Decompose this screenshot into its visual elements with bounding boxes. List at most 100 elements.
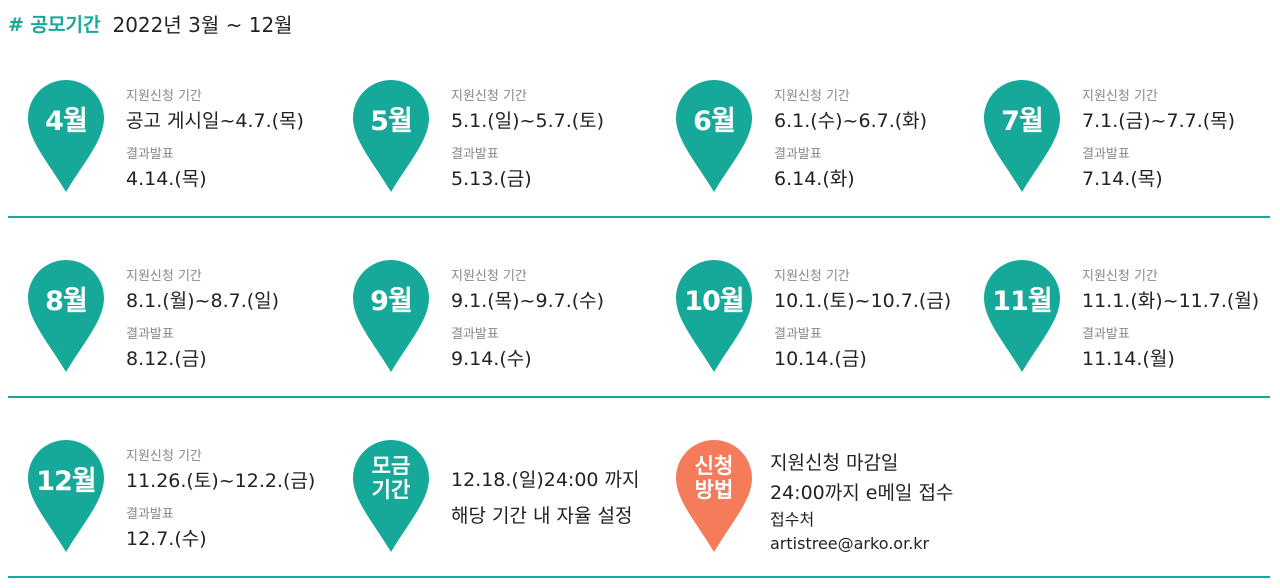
result-label: 결과발표 — [1082, 327, 1130, 342]
location-pin-icon — [984, 260, 1060, 372]
result-value: 12.7.(수) — [126, 528, 207, 550]
result-label: 결과발표 — [774, 147, 822, 162]
result-label: 결과발표 — [126, 147, 174, 162]
july-pin: 7월 — [984, 80, 1060, 192]
month-card-september: 9월 지원신청 기간 9.1.(목)~9.7.(수) 결과발표 9.14.(수) — [325, 218, 648, 398]
result-label: 결과발표 — [451, 327, 499, 342]
apply-period-label: 지원신청 기간 — [126, 449, 202, 464]
result-value: 9.14.(수) — [451, 348, 532, 370]
november-pin: 11월 — [984, 260, 1060, 372]
schedule-info: 지원신청 기간 7.1.(금)~7.7.(목) 결과발표 7.14.(목) — [1082, 88, 1235, 194]
location-pin-icon — [28, 260, 104, 372]
month-card-august: 8월 지원신청 기간 8.1.(월)~8.7.(일) 결과발표 8.12.(금) — [0, 218, 325, 398]
fundraising-deadline: 12.18.(일)24:00 까지 — [451, 469, 640, 491]
apply-period-value: 10.1.(토)~10.7.(금) — [774, 290, 952, 312]
row-divider — [8, 576, 1270, 578]
apply-method-info: 지원신청 마감일 24:00까지 e메일 접수 접수처 artistree@ar… — [770, 448, 953, 556]
schedule-row-1: 4월 지원신청 기간 공고 게시일~4.7.(목) 결과발표 4.14.(목) … — [0, 38, 1280, 218]
apply-period-label: 지원신청 기간 — [774, 89, 850, 104]
apply-period-label: 지원신청 기간 — [126, 269, 202, 284]
location-pin-icon — [353, 440, 429, 552]
schedule-info: 지원신청 기간 5.1.(일)~5.7.(토) 결과발표 5.13.(금) — [451, 88, 604, 194]
schedule-info: 지원신청 기간 11.1.(화)~11.7.(월) 결과발표 11.14.(월) — [1082, 268, 1259, 374]
pin-label: 모금 기간 — [371, 454, 411, 502]
june-pin: 6월 — [676, 80, 752, 192]
section-tag: # 공모기간 — [8, 13, 101, 36]
result-value: 5.13.(금) — [451, 168, 532, 190]
apply-period-value: 8.1.(월)~8.7.(일) — [126, 290, 280, 312]
period-text: 2022년 3월 ~ 12월 — [112, 12, 293, 37]
location-pin-icon — [676, 440, 752, 552]
result-label: 결과발표 — [451, 147, 499, 162]
result-value: 4.14.(목) — [126, 168, 207, 190]
schedule-info: 지원신청 기간 11.26.(토)~12.2.(금) 결과발표 12.7.(수) — [126, 448, 315, 554]
schedule-info: 지원신청 기간 6.1.(수)~6.7.(화) 결과발표 6.14.(화) — [774, 88, 927, 194]
apply-period-label: 지원신청 기간 — [126, 89, 202, 104]
apply-period-label: 지원신청 기간 — [1082, 269, 1158, 284]
location-pin-icon — [676, 80, 752, 192]
section-header: # 공모기간 2022년 3월 ~ 12월 — [8, 8, 293, 38]
pin-label: 12월 — [36, 465, 96, 497]
pin-label: 5월 — [370, 105, 413, 137]
result-value: 6.14.(화) — [774, 168, 855, 190]
pin-label: 7월 — [1001, 105, 1044, 137]
month-card-october: 10월 지원신청 기간 10.1.(토)~10.7.(금) 결과발표 10.14… — [648, 218, 956, 398]
pin-label: 6월 — [693, 105, 736, 137]
location-pin-icon — [28, 440, 104, 552]
apply-period-value: 5.1.(일)~5.7.(토) — [451, 110, 605, 132]
schedule-info: 지원신청 기간 8.1.(월)~8.7.(일) 결과발표 8.12.(금) — [126, 268, 279, 374]
apply-deadline-title: 지원신청 마감일 — [770, 452, 899, 474]
schedule-row-2: 8월 지원신청 기간 8.1.(월)~8.7.(일) 결과발표 8.12.(금)… — [0, 218, 1280, 398]
location-pin-icon — [28, 80, 104, 192]
schedule-info: 지원신청 기간 10.1.(토)~10.7.(금) 결과발표 10.14.(금) — [774, 268, 951, 374]
pin-label: 11월 — [992, 285, 1052, 317]
apply-period-value: 11.1.(화)~11.7.(월) — [1082, 290, 1260, 312]
fundraising-info: 12.18.(일)24:00 까지 해당 기간 내 자율 설정 — [451, 462, 640, 534]
fundraising-pin: 모금 기간 — [353, 440, 429, 552]
october-pin: 10월 — [676, 260, 752, 372]
apply-period-label: 지원신청 기간 — [774, 269, 850, 284]
result-label: 결과발표 — [126, 327, 174, 342]
result-label: 결과발표 — [1082, 147, 1130, 162]
result-value: 7.14.(목) — [1082, 168, 1163, 190]
result-value: 10.14.(금) — [774, 348, 867, 370]
may-pin: 5월 — [353, 80, 429, 192]
month-card-april: 4월 지원신청 기간 공고 게시일~4.7.(목) 결과발표 4.14.(목) — [0, 38, 325, 218]
apply-period-value: 6.1.(수)~6.7.(화) — [774, 110, 928, 132]
result-label: 결과발표 — [126, 507, 174, 522]
location-pin-icon — [353, 260, 429, 372]
apply-period-value: 7.1.(금)~7.7.(목) — [1082, 110, 1236, 132]
month-card-june: 6월 지원신청 기간 6.1.(수)~6.7.(화) 결과발표 6.14.(화) — [648, 38, 956, 218]
row-divider — [8, 216, 1270, 218]
december-pin: 12월 — [28, 440, 104, 552]
result-label: 결과발표 — [774, 327, 822, 342]
apply-period-value: 공고 게시일~4.7.(목) — [126, 110, 304, 132]
pin-label: 8월 — [45, 285, 88, 317]
pin-label: 4월 — [45, 105, 88, 137]
month-card-may: 5월 지원신청 기간 5.1.(일)~5.7.(토) 결과발표 5.13.(금) — [325, 38, 648, 218]
location-pin-icon — [984, 80, 1060, 192]
september-pin: 9월 — [353, 260, 429, 372]
apply-method-card: 신청 방법 지원신청 마감일 24:00까지 e메일 접수 접수처 artist… — [648, 398, 968, 578]
pin-label: 신청 방법 — [694, 454, 734, 502]
pin-label: 10월 — [684, 285, 744, 317]
fundraising-note: 해당 기간 내 자율 설정 — [451, 505, 633, 527]
pin-label: 9월 — [370, 285, 413, 317]
apply-period-label: 지원신청 기간 — [1082, 89, 1158, 104]
location-pin-icon — [676, 260, 752, 372]
contact-label: 접수처 — [770, 510, 815, 529]
april-pin: 4월 — [28, 80, 104, 192]
result-value: 8.12.(금) — [126, 348, 207, 370]
row-divider — [8, 396, 1270, 398]
apply-period-value: 9.1.(목)~9.7.(수) — [451, 290, 605, 312]
apply-method-pin: 신청 방법 — [676, 440, 752, 552]
apply-period-label: 지원신청 기간 — [451, 89, 527, 104]
apply-period-label: 지원신청 기간 — [451, 269, 527, 284]
location-pin-icon — [353, 80, 429, 192]
month-card-july: 7월 지원신청 기간 7.1.(금)~7.7.(목) 결과발표 7.14.(목) — [956, 38, 1276, 218]
august-pin: 8월 — [28, 260, 104, 372]
month-card-december: 12월 지원신청 기간 11.26.(토)~12.2.(금) 결과발표 12.7… — [0, 398, 325, 578]
result-value: 11.14.(월) — [1082, 348, 1175, 370]
schedule-info: 지원신청 기간 9.1.(목)~9.7.(수) 결과발표 9.14.(수) — [451, 268, 604, 374]
apply-deadline-detail: 24:00까지 e메일 접수 — [770, 482, 954, 504]
